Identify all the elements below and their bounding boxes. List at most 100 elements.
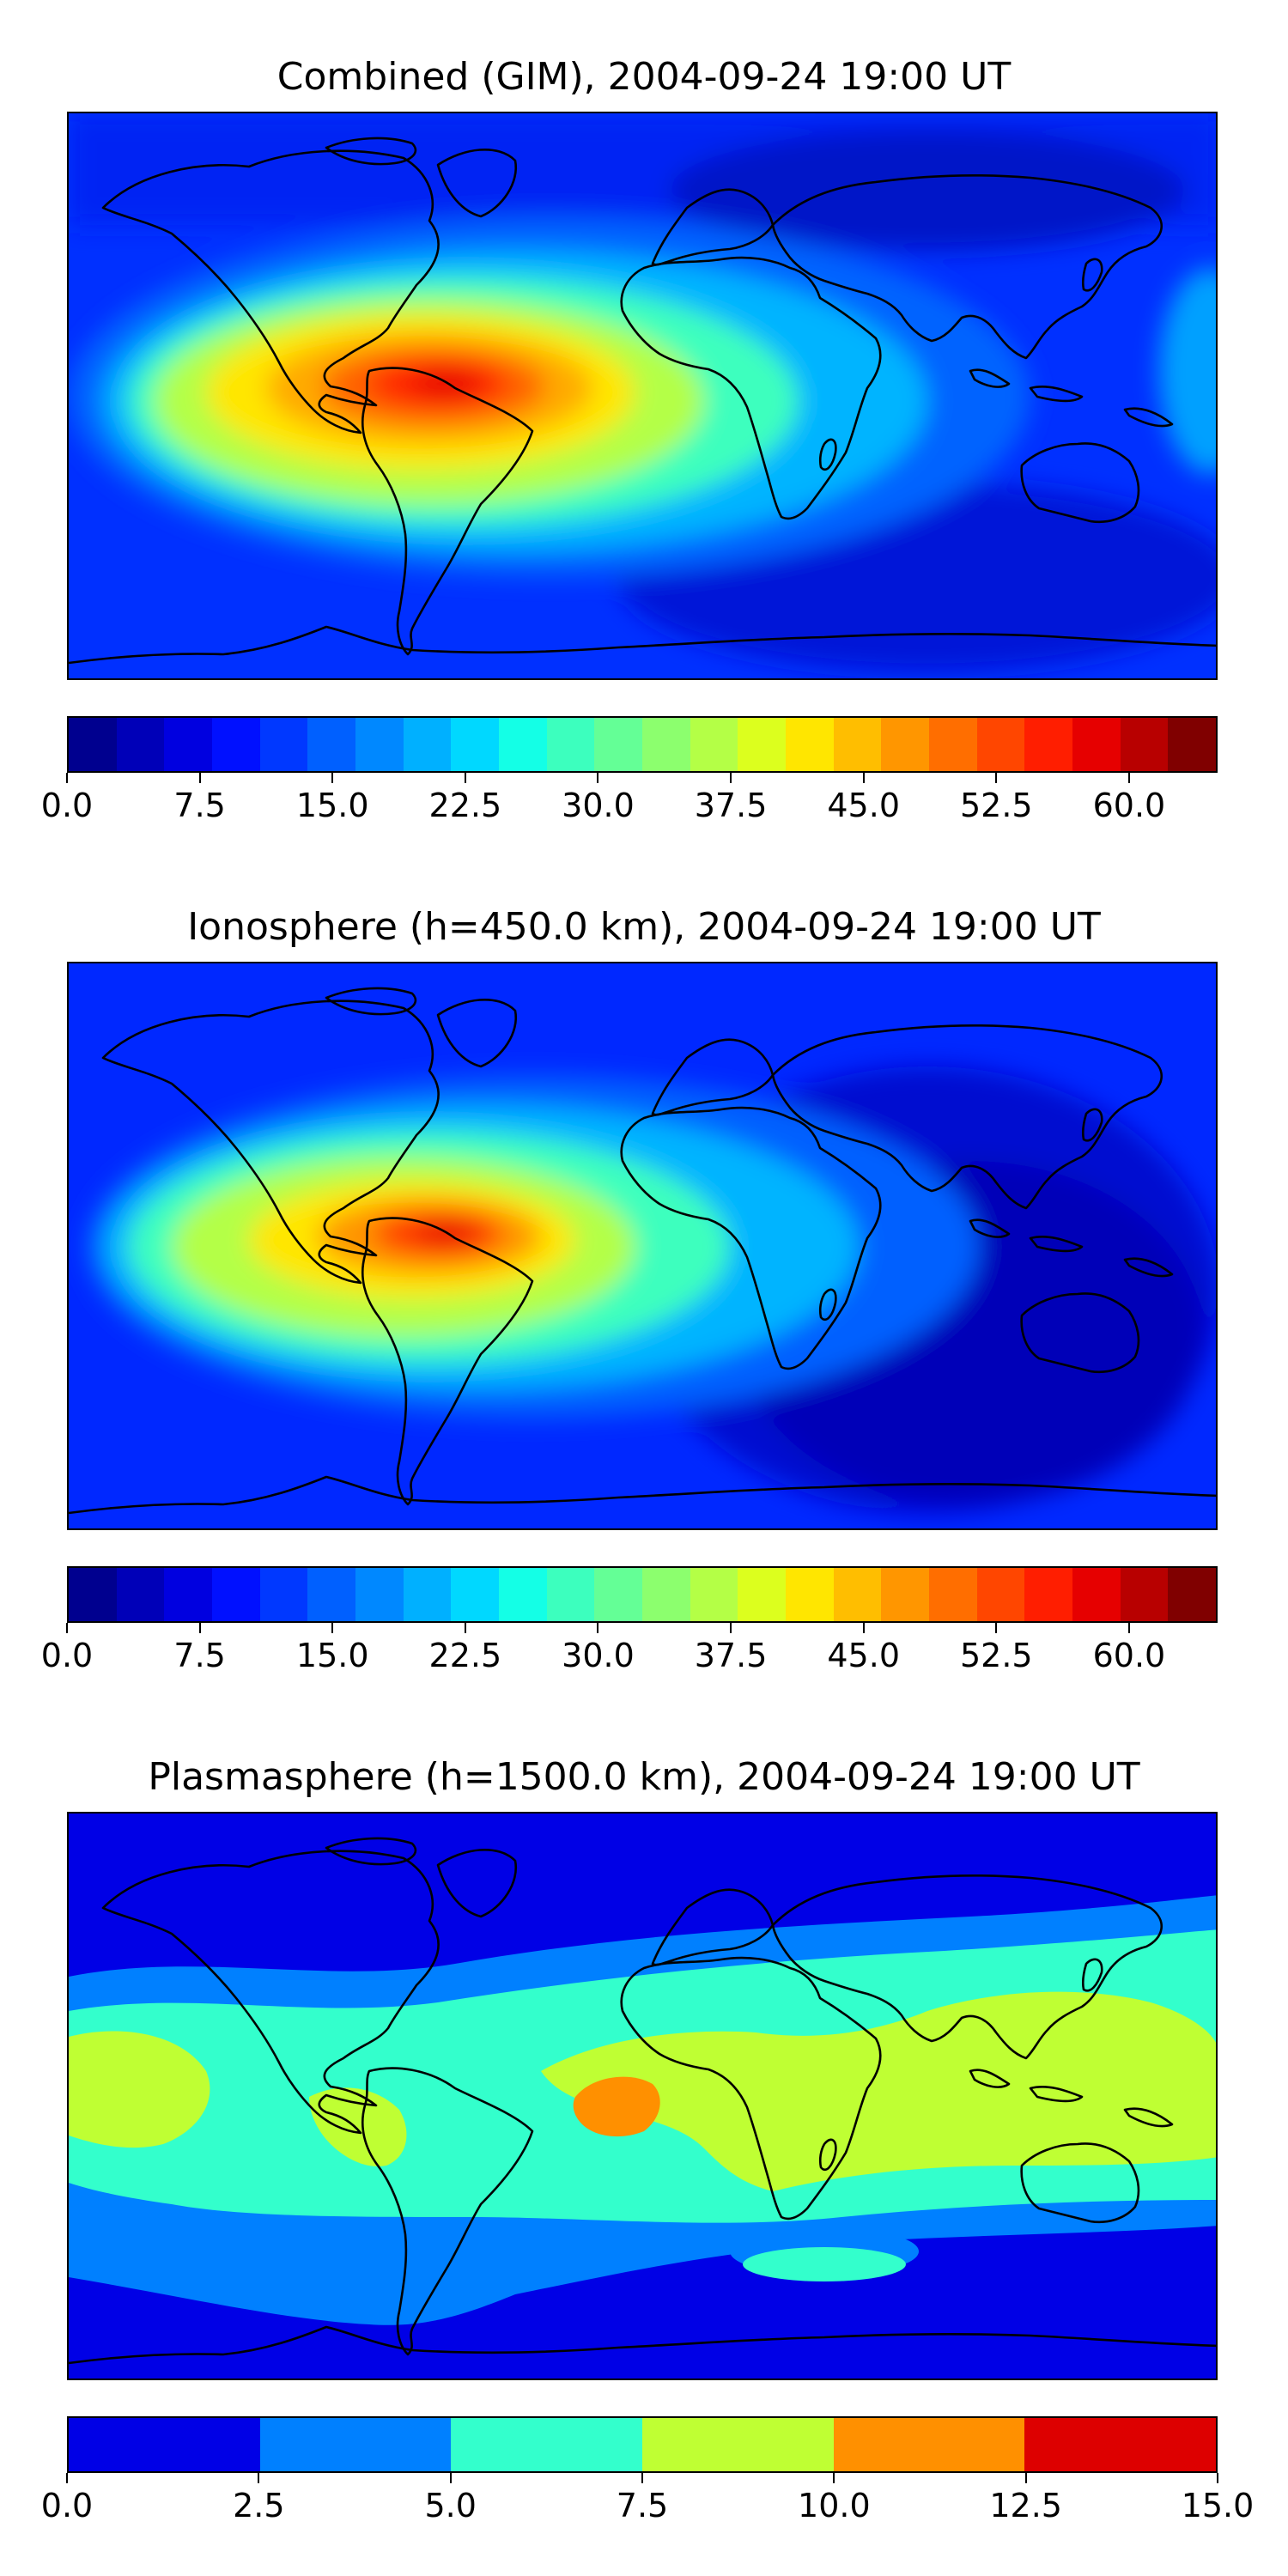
colorbar-tick-label: 60.0: [1092, 787, 1166, 824]
colorbar-ticks-plasmasphere: 0.0 2.5 5.0 7.5 10.0 12.5 15.0: [41, 2473, 1254, 2524]
colorbar-tick-label: 15.0: [295, 1637, 369, 1674]
colorbar-segment: [833, 718, 882, 771]
colorbar-segment: [212, 1568, 260, 1621]
colorbar-segment: [881, 718, 930, 771]
colorbar-ionosphere: [67, 1566, 1218, 1623]
colorbar-segment: [642, 718, 690, 771]
colorbar-segment: [451, 2418, 643, 2471]
colorbar-tick: [641, 2473, 643, 2483]
colorbar-tick: [862, 773, 865, 783]
colorbar-segment: [976, 718, 1025, 771]
colorbar-segment: [1072, 718, 1121, 771]
colorbar-tick-label: 0.0: [40, 2487, 94, 2524]
colorbar-tick: [1127, 773, 1130, 783]
colorbar-segment: [1168, 1568, 1217, 1621]
colorbar-tick: [1127, 1623, 1130, 1633]
colorbar-tick-label: 30.0: [562, 1637, 635, 1674]
colorbar-segment: [355, 1568, 404, 1621]
colorbar-segment: [451, 718, 500, 771]
colorbar-tick: [730, 1623, 732, 1633]
colorbar-tick: [66, 2473, 68, 2483]
colorbar-tick-label: 52.5: [959, 1637, 1033, 1674]
colorbar-tick-label: 15.0: [295, 787, 369, 824]
colorbar-tick-label: 7.5: [173, 1637, 226, 1674]
colorbar-tick-label: 15.0: [1181, 2487, 1255, 2524]
map-combined: [67, 112, 1218, 680]
colorbar-segment: [69, 718, 117, 771]
map-ionosphere: [67, 962, 1218, 1530]
colorbar-tick: [1217, 2473, 1218, 2483]
colorbar-tick: [449, 2473, 452, 2483]
colorbar-segment: [259, 2418, 452, 2471]
colorbar-segment: [929, 718, 977, 771]
colorbar-segment: [976, 1568, 1025, 1621]
colorbar-tick: [464, 1623, 466, 1633]
colorbar-segment: [116, 1568, 165, 1621]
colorbar-segment: [690, 718, 738, 771]
colorbar-segment: [1072, 1568, 1121, 1621]
colorbar-segment: [1120, 718, 1169, 771]
colorbar-tick-label: 37.5: [694, 1637, 768, 1674]
colorbar-tick: [258, 2473, 260, 2483]
colorbar-segment: [1024, 2418, 1217, 2471]
colorbar-plasmasphere: [67, 2416, 1218, 2473]
colorbar-segment: [1024, 718, 1073, 771]
map-title-plasmasphere: Plasmasphere (h=1500.0 km), 2004-09-24 1…: [148, 1755, 1140, 1799]
colorbar-tick-label: 45.0: [827, 787, 900, 824]
colorbar-segment: [594, 1568, 643, 1621]
colorbar-segment: [690, 1568, 738, 1621]
colorbar-tick-label: 12.5: [989, 2487, 1062, 2524]
map-title-ionosphere: Ionosphere (h=450.0 km), 2004-09-24 19:0…: [187, 905, 1101, 949]
colorbar-segment: [307, 1568, 356, 1621]
map-plasmasphere: [67, 1812, 1218, 2380]
colorbar-segment: [355, 718, 404, 771]
colorbar-tick: [66, 1623, 68, 1633]
colorbar-segment: [786, 1568, 834, 1621]
colorbar-segment: [403, 1568, 452, 1621]
colorbar-segment: [642, 1568, 690, 1621]
colorbar-tick: [597, 1623, 599, 1633]
colorbar-combined: [67, 716, 1218, 773]
colorbar-ticks-ionosphere: 0.0 7.5 15.0 22.5 30.0 37.5 45.0 52.5 60.0: [41, 1623, 1218, 1674]
colorbar-segment: [738, 1568, 787, 1621]
colorbar-segment: [499, 718, 547, 771]
colorbar-segment: [307, 718, 356, 771]
colorbar-segment: [833, 1568, 882, 1621]
colorbar-tick: [862, 1623, 865, 1633]
colorbar-segment: [259, 718, 308, 771]
colorbar-segment: [403, 718, 452, 771]
colorbar-tick: [597, 773, 599, 783]
colorbar-tick: [66, 773, 68, 783]
colorbar-tick-label: 30.0: [562, 787, 635, 824]
colorbar-tick: [730, 773, 732, 783]
colorbar-segment: [1168, 718, 1217, 771]
colorbar-tick-label: 7.5: [173, 787, 226, 824]
colorbar-tick-label: 37.5: [694, 787, 768, 824]
colorbar-tick: [331, 1623, 334, 1633]
colorbar-tick-label: 7.5: [616, 2487, 669, 2524]
colorbar-segment: [164, 1568, 213, 1621]
colorbar-segment: [833, 2418, 1025, 2471]
colorbar-tick: [198, 773, 201, 783]
colorbar-segment: [259, 1568, 308, 1621]
colorbar-tick-label: 0.0: [40, 787, 94, 824]
colorbar-tick-label: 10.0: [798, 2487, 871, 2524]
colorbar-tick: [198, 1623, 201, 1633]
colorbar-segment: [881, 1568, 930, 1621]
colorbar-segment: [451, 1568, 500, 1621]
colorbar-segment: [1024, 1568, 1073, 1621]
colorbar-segment: [738, 718, 787, 771]
colorbar-segment: [642, 2418, 834, 2471]
colorbar-segment: [116, 718, 165, 771]
colorbar-segment: [499, 1568, 547, 1621]
colorbar-tick-label: 60.0: [1092, 1637, 1166, 1674]
colorbar-segment: [786, 718, 834, 771]
colorbar-tick-label: 2.5: [233, 2487, 285, 2524]
colorbar-segment: [929, 1568, 977, 1621]
colorbar-segment: [1120, 1568, 1169, 1621]
colorbar-ticks-combined: 0.0 7.5 15.0 22.5 30.0 37.5 45.0 52.5 60.0: [41, 773, 1218, 824]
map-title-combined: Combined (GIM), 2004-09-24 19:00 UT: [276, 55, 1012, 99]
colorbar-tick-label: 45.0: [827, 1637, 900, 1674]
colorbar-tick-label: 52.5: [959, 787, 1033, 824]
colorbar-segment: [546, 1568, 595, 1621]
